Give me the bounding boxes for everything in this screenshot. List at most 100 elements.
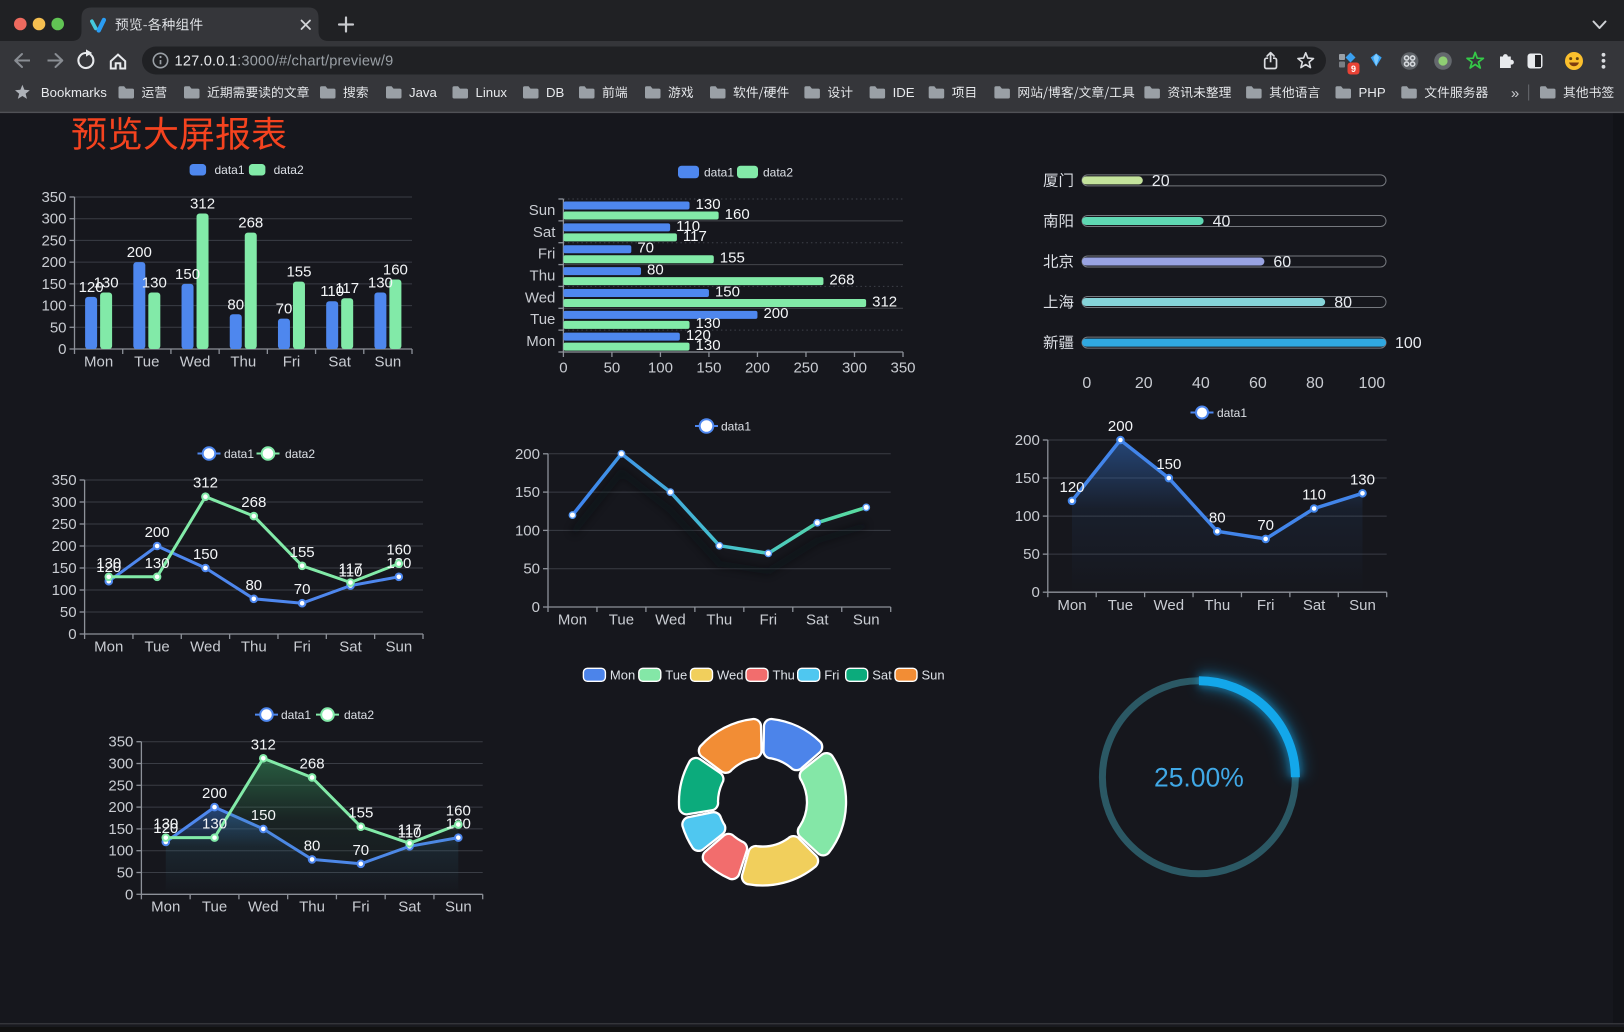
svg-text:Wed: Wed [717, 667, 744, 682]
svg-text:Wed: Wed [655, 612, 686, 629]
svg-text:Sun: Sun [385, 639, 412, 656]
svg-text:Sat: Sat [398, 899, 421, 916]
svg-text:Mon: Mon [610, 667, 635, 682]
svg-text:Tue: Tue [1108, 597, 1133, 614]
svg-text:Bookmarks: Bookmarks [41, 85, 107, 100]
svg-text:350: 350 [41, 189, 66, 206]
svg-text:Sat: Sat [872, 667, 892, 682]
svg-text:150: 150 [175, 266, 200, 283]
svg-text:150: 150 [696, 360, 721, 377]
svg-text:data2: data2 [344, 708, 374, 722]
svg-text:200: 200 [108, 799, 133, 816]
svg-text:80: 80 [304, 837, 321, 854]
svg-text:Sun: Sun [922, 667, 945, 682]
svg-text:Thu: Thu [299, 899, 325, 916]
svg-text:250: 250 [52, 516, 77, 533]
svg-text:200: 200 [1015, 432, 1040, 449]
svg-text:80: 80 [647, 262, 664, 279]
svg-text:50: 50 [604, 360, 621, 377]
svg-text:127.0.0.1:3000/#/chart/preview: 127.0.0.1:3000/#/chart/preview/9 [175, 53, 394, 69]
svg-text:Fri: Fri [760, 612, 778, 629]
svg-text:Mon: Mon [94, 639, 123, 656]
svg-text:300: 300 [41, 211, 66, 228]
svg-text:150: 150 [193, 546, 218, 563]
svg-text:200: 200 [52, 538, 77, 555]
svg-text:130: 130 [142, 275, 167, 292]
svg-text:Tue: Tue [202, 899, 227, 916]
svg-text:160: 160 [725, 206, 750, 223]
svg-text:Sat: Sat [339, 639, 362, 656]
svg-text:155: 155 [348, 805, 373, 822]
svg-text:0: 0 [532, 599, 540, 616]
svg-text:200: 200 [41, 254, 66, 271]
svg-text:Fri: Fri [1257, 597, 1275, 614]
svg-text:117: 117 [339, 561, 363, 578]
svg-text:Tue: Tue [530, 311, 555, 328]
svg-text:117: 117 [683, 228, 707, 245]
svg-text:50: 50 [50, 319, 67, 336]
svg-text:150: 150 [1015, 470, 1040, 487]
svg-text:100: 100 [1015, 508, 1040, 525]
svg-text:100: 100 [52, 582, 77, 599]
svg-text:300: 300 [108, 756, 133, 773]
svg-text:Sat: Sat [533, 224, 556, 241]
svg-text:130: 130 [96, 555, 121, 572]
svg-text:130: 130 [1350, 471, 1375, 488]
svg-text:25.00%: 25.00% [1154, 763, 1244, 793]
svg-text:110: 110 [1302, 486, 1326, 503]
svg-text:Fri: Fri [293, 639, 311, 656]
svg-text:130: 130 [368, 275, 393, 292]
svg-text:50: 50 [1023, 546, 1040, 563]
svg-text:0: 0 [559, 360, 567, 377]
svg-text:Tue: Tue [609, 612, 634, 629]
svg-text:117: 117 [398, 821, 422, 838]
svg-text:60: 60 [1249, 375, 1267, 392]
svg-text:Thu: Thu [230, 354, 256, 371]
svg-text:268: 268 [829, 272, 854, 289]
svg-text:200: 200 [145, 524, 170, 541]
svg-text:Sat: Sat [806, 612, 829, 629]
svg-text:155: 155 [286, 264, 311, 281]
svg-text:0: 0 [125, 886, 133, 903]
svg-text:150: 150 [52, 560, 77, 577]
svg-text:80: 80 [1334, 295, 1352, 312]
svg-text:0: 0 [58, 341, 66, 358]
svg-text:80: 80 [227, 296, 244, 313]
svg-text:0: 0 [1082, 375, 1091, 392]
svg-text:120: 120 [96, 559, 121, 576]
svg-text:0: 0 [1031, 584, 1039, 601]
svg-text:100: 100 [1395, 335, 1422, 352]
svg-text:130: 130 [696, 315, 721, 332]
svg-text:Sun: Sun [445, 899, 472, 916]
svg-text:110: 110 [339, 564, 363, 581]
svg-text:300: 300 [842, 360, 867, 377]
svg-text:Sat: Sat [328, 354, 351, 371]
svg-text:312: 312 [193, 475, 218, 492]
svg-text:160: 160 [386, 542, 411, 559]
svg-text:data2: data2 [763, 165, 793, 179]
svg-text:110: 110 [398, 824, 422, 841]
svg-text:120: 120 [79, 279, 104, 296]
svg-text:Thu: Thu [706, 612, 732, 629]
svg-text:150: 150 [515, 484, 540, 501]
svg-text:data1: data1 [704, 165, 734, 179]
svg-text:268: 268 [241, 494, 266, 511]
svg-text:Mon: Mon [151, 899, 180, 916]
svg-text:110: 110 [320, 283, 344, 300]
svg-text:130: 130 [145, 555, 170, 572]
svg-text:150: 150 [41, 276, 66, 293]
svg-text:150: 150 [715, 283, 740, 300]
svg-text:data2: data2 [285, 447, 315, 461]
svg-text:268: 268 [300, 755, 325, 772]
svg-text:data1: data1 [215, 163, 245, 177]
svg-text:Thu: Thu [773, 667, 795, 682]
svg-text:Sun: Sun [375, 354, 402, 371]
svg-text:130: 130 [153, 816, 178, 833]
svg-text:120: 120 [153, 820, 178, 837]
svg-text:150: 150 [251, 807, 276, 824]
svg-text:200: 200 [745, 360, 770, 377]
svg-text:155: 155 [720, 250, 745, 267]
svg-text:data1: data1 [721, 419, 751, 433]
svg-text:Linux: Linux [476, 85, 508, 100]
svg-text:50: 50 [523, 561, 540, 578]
